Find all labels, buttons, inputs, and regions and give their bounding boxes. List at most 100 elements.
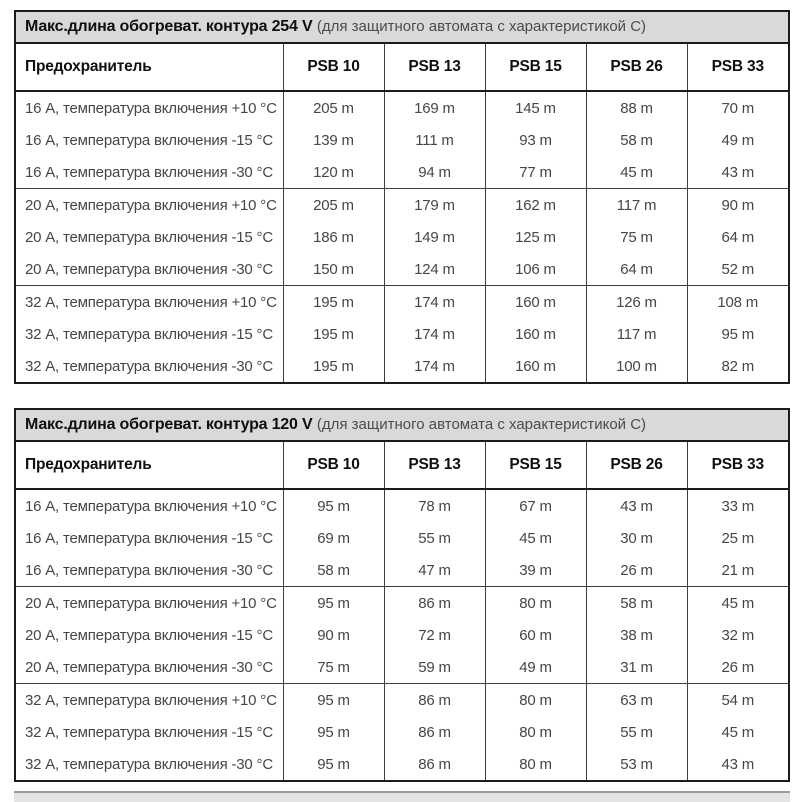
value-cell: 58 m <box>585 124 687 156</box>
psb-column-header: PSB 15 <box>484 44 586 92</box>
row-label: 32 А, температура включения +10 °C <box>16 683 283 716</box>
value-cell: 174 m <box>383 350 485 382</box>
value-cell: 53 m <box>585 748 687 780</box>
value-cell: 58 m <box>585 586 687 619</box>
psb-column-header: PSB 10 <box>282 442 384 490</box>
value-cell: 86 m <box>383 683 485 716</box>
row-label: 32 А, температура включения +10 °C <box>16 285 283 318</box>
value-cell: 45 m <box>686 716 788 748</box>
value-cell: 43 m <box>686 748 788 780</box>
value-cell: 195 m <box>282 318 384 350</box>
psb-column-header: PSB 13 <box>383 442 485 490</box>
table-title-note: (для защитного автомата с характеристико… <box>316 18 647 35</box>
value-cell: 95 m <box>282 748 384 780</box>
value-cell: 179 m <box>383 188 485 221</box>
value-cell: 33 m <box>686 489 788 522</box>
row-label: 32 А, температура включения -15 °C <box>25 325 273 343</box>
value-cell: 63 m <box>585 683 687 716</box>
value-cell: 90 m <box>686 188 788 221</box>
row-label: 16 А, температура включения +10 °C <box>25 497 277 515</box>
value-cell: 124 m <box>383 253 485 286</box>
value-cell: 39 m <box>484 554 586 587</box>
value-cell: 69 m <box>282 522 384 554</box>
value-cell: 60 m <box>484 619 586 651</box>
value-cell: 75 m <box>585 221 687 253</box>
value-cell: 186 m <box>282 221 384 253</box>
value-cell: 139 m <box>282 124 384 156</box>
value-cell: 94 m <box>383 156 485 189</box>
row-label: 16 А, температура включения -15 °C <box>25 529 273 547</box>
value-cell: 59 m <box>383 651 485 684</box>
value-cell: 160 m <box>484 350 586 382</box>
max-length-table-254v: Предохранитель PSB 10 PSB 13 PSB 15 PSB 26 PS… <box>16 44 788 382</box>
value-cell: 43 m <box>585 489 687 522</box>
value-cell: 54 m <box>686 683 788 716</box>
row-label: 32 А, температура включения -30 °C <box>25 755 273 773</box>
value-cell: 86 m <box>383 716 485 748</box>
value-cell: 64 m <box>585 253 687 286</box>
value-cell: 145 m <box>484 91 586 124</box>
value-cell: 150 m <box>282 253 384 286</box>
value-cell: 95 m <box>282 489 384 522</box>
row-label: 20 А, температура включения -30 °C <box>25 658 273 676</box>
value-cell: 43 m <box>686 156 788 189</box>
value-cell: 78 m <box>383 489 485 522</box>
table-row: 20 А, температура включения +10 °C 95 m 86… <box>16 586 788 619</box>
value-cell: 21 m <box>686 554 788 587</box>
header-row: Предохранитель PSB 10 PSB 13 PSB 15 PSB 26 PS… <box>16 44 788 92</box>
table-row: 20 А, температура включения -30 °C 75 m 59… <box>16 651 788 684</box>
value-cell: 82 m <box>686 350 788 382</box>
value-cell: 52 m <box>686 253 788 286</box>
value-cell: 106 m <box>484 253 586 286</box>
value-cell: 100 m <box>585 350 687 382</box>
value-cell: 88 m <box>585 91 687 124</box>
table-section-120v: Макс.длина обогреват. контура 120 V (для… <box>14 408 790 782</box>
table-title-bold: Макс.длина обогреват. контура 120 V <box>25 416 313 433</box>
value-cell: 120 m <box>282 156 384 189</box>
table-title-note: (для защитного автомата с характеристико… <box>316 416 647 433</box>
value-cell: 80 m <box>484 683 586 716</box>
next-table-title-strip <box>14 791 790 802</box>
table-row: 32 А, температура включения +10 °C 95 m 86… <box>16 683 788 716</box>
value-cell: 32 m <box>686 619 788 651</box>
table-row: 16 А, температура включения -30 °C 58 m 47… <box>16 554 788 587</box>
value-cell: 125 m <box>484 221 586 253</box>
value-cell: 205 m <box>282 188 384 221</box>
psb-column-header: PSB 33 <box>686 442 788 490</box>
row-label: 32 А, температура включения -30 °C <box>25 357 273 375</box>
table-title-254v: Макс.длина обогреват. контура 254 V (для… <box>16 12 788 44</box>
value-cell: 67 m <box>484 489 586 522</box>
value-cell: 64 m <box>686 221 788 253</box>
value-cell: 45 m <box>686 586 788 619</box>
row-label: 20 А, температура включения -15 °C <box>25 626 273 644</box>
table-row: 16 А, температура включения -15 °C 69 m 55… <box>16 522 788 554</box>
value-cell: 93 m <box>484 124 586 156</box>
value-cell: 160 m <box>484 318 586 350</box>
value-cell: 26 m <box>686 651 788 684</box>
value-cell: 195 m <box>282 285 384 318</box>
row-label: 16 А, температура включения -15 °C <box>25 131 273 149</box>
row-label: 32 А, температура включения -15 °C <box>25 723 273 741</box>
value-cell: 80 m <box>484 748 586 780</box>
value-cell: 174 m <box>383 318 485 350</box>
value-cell: 86 m <box>383 586 485 619</box>
row-label: 16 А, температура включения +10 °C <box>25 99 277 117</box>
psb-column-header: PSB 15 <box>484 442 586 490</box>
value-cell: 160 m <box>484 285 586 318</box>
psb-column-header: PSB 13 <box>383 44 485 92</box>
row-label: 20 А, температура включения -30 °C <box>25 260 273 278</box>
row-label: 16 А, температура включения -30 °C <box>25 163 273 181</box>
table-row: 32 А, температура включения -30 °C 95 m 86… <box>16 748 788 780</box>
value-cell: 45 m <box>484 522 586 554</box>
value-cell: 77 m <box>484 156 586 189</box>
value-cell: 195 m <box>282 350 384 382</box>
value-cell: 38 m <box>585 619 687 651</box>
